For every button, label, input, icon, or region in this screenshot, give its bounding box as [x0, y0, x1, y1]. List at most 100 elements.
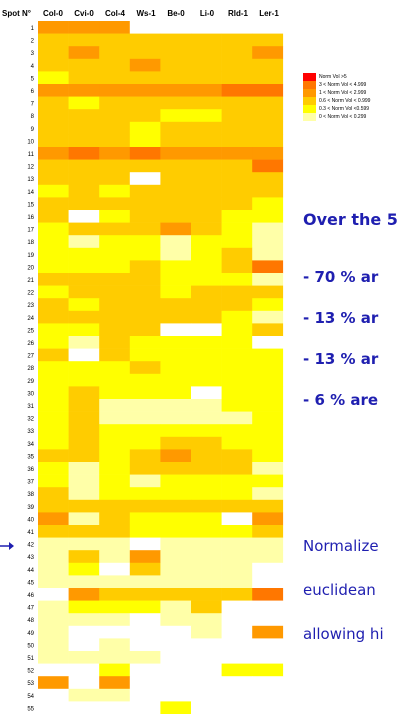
- heatmap-cell: [38, 109, 69, 123]
- heatmap-cell: [221, 222, 253, 236]
- heatmap-cell: [129, 399, 161, 412]
- column-header: Li-0: [200, 9, 215, 18]
- heatmap-cell: [160, 260, 192, 274]
- heatmap-cell: [38, 96, 69, 110]
- heatmap-cell: [68, 84, 100, 97]
- heatmap-cell: [68, 285, 100, 299]
- heatmap-cell: [221, 96, 253, 110]
- heatmap-cell: [68, 525, 100, 538]
- heatmap-cell: [160, 613, 192, 627]
- heatmap-cell: [221, 235, 253, 249]
- row-label: 45: [27, 580, 34, 586]
- heatmap-cell: [160, 273, 192, 286]
- summary-bullet-3: - 13 % ar: [303, 350, 379, 368]
- heatmap-cell: [38, 197, 69, 211]
- legend-item: 1 < Norm Vol < 2.999: [303, 89, 370, 97]
- heatmap-cell: [160, 184, 192, 198]
- row-label: 5: [31, 76, 35, 82]
- legend-item: 0.3 < Norm Vol <0.599: [303, 105, 370, 113]
- heatmap-cell: [99, 210, 131, 223]
- heatmap-cell: [38, 638, 69, 652]
- heatmap-cell: [38, 84, 69, 97]
- heatmap-cell: [99, 247, 131, 261]
- heatmap-cell: [99, 575, 131, 589]
- heatmap-cell: [99, 676, 131, 690]
- heatmap-cell: [191, 688, 222, 702]
- row-label: 25: [27, 328, 34, 334]
- heatmap-cell: [129, 562, 161, 576]
- heatmap-cell: [68, 474, 100, 488]
- heatmap-cell: [191, 361, 222, 375]
- heatmap-cell: [129, 235, 161, 249]
- heatmap-cell: [191, 411, 222, 425]
- heatmap-cell: [68, 310, 100, 324]
- row-label: 9: [31, 127, 35, 133]
- heatmap-cell: [129, 474, 161, 488]
- heatmap-cell: [252, 33, 284, 47]
- heatmap-cell: [99, 537, 131, 551]
- heatmap-cell: [221, 701, 253, 714]
- heatmap-cell: [99, 172, 131, 186]
- heatmap-cell: [68, 247, 100, 261]
- heatmap-cell: [68, 600, 100, 614]
- heatmap-cell: [99, 625, 131, 639]
- heatmap-cell: [191, 399, 222, 412]
- heatmap-cell: [129, 613, 161, 627]
- heatmap-cell: [68, 651, 100, 664]
- heatmap-cell: [191, 222, 222, 236]
- heatmap-cell: [68, 184, 100, 198]
- heatmap-cell: [99, 663, 131, 677]
- legend-label: Norm Vol >5: [319, 74, 347, 80]
- heatmap-cell: [160, 449, 192, 463]
- heatmap-cell: [38, 512, 69, 526]
- heatmap-cell: [129, 197, 161, 211]
- heatmap-cell: [221, 411, 253, 425]
- heatmap-cell: [252, 613, 284, 627]
- heatmap-cell: [99, 197, 131, 211]
- heatmap-cell: [160, 96, 192, 110]
- heatmap-cell: [221, 399, 253, 412]
- heatmap-cell: [129, 462, 161, 475]
- column-header: Cvi-0: [74, 9, 94, 18]
- heatmap-cell: [191, 58, 222, 72]
- heatmap-cell: [38, 525, 69, 538]
- heatmap-cell: [99, 84, 131, 97]
- heatmap-cell: [191, 46, 222, 60]
- row-label: 29: [27, 379, 34, 385]
- heatmap-cell: [160, 676, 192, 690]
- heatmap-cell: [160, 411, 192, 425]
- heatmap-cell: [160, 525, 192, 538]
- heatmap-cell: [221, 147, 253, 160]
- heatmap-cell: [191, 84, 222, 97]
- row-label: 37: [27, 480, 34, 486]
- row-label: 47: [27, 606, 34, 612]
- heatmap-cell: [221, 436, 253, 450]
- heatmap-cell: [221, 449, 253, 463]
- heatmap-cell: [99, 159, 131, 173]
- heatmap-cell: [129, 436, 161, 450]
- heatmap-cell: [252, 386, 284, 400]
- heatmap-cell: [68, 197, 100, 211]
- heatmap-cell: [252, 525, 284, 538]
- heatmap-cell: [221, 210, 253, 223]
- heatmap-cell: [99, 525, 131, 538]
- heatmap-cell: [252, 109, 284, 123]
- heatmap-cell: [191, 638, 222, 652]
- heatmap-cell: [38, 449, 69, 463]
- heatmap-cell: [221, 499, 253, 513]
- heatmap-cell: [221, 676, 253, 690]
- heatmap-cell: [68, 172, 100, 186]
- row-label: 42: [27, 543, 34, 549]
- heatmap-cell: [191, 197, 222, 211]
- heatmap-cell: [221, 638, 253, 652]
- heatmap-cell: [221, 361, 253, 375]
- heatmap-cell: [38, 386, 69, 400]
- row-label: 18: [27, 240, 34, 246]
- row-label: 28: [27, 366, 34, 372]
- heatmap-cell: [252, 273, 284, 286]
- heatmap-cell: [252, 651, 284, 664]
- heatmap-cell: [99, 235, 131, 249]
- heatmap-cell: [160, 688, 192, 702]
- row-label: 6: [31, 89, 35, 95]
- heatmap-cell: [38, 260, 69, 274]
